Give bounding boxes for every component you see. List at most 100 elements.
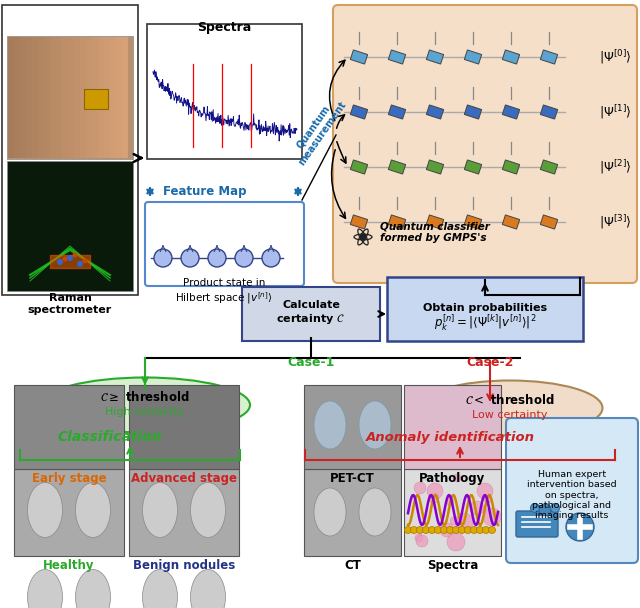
- FancyBboxPatch shape: [68, 37, 74, 158]
- Circle shape: [484, 495, 492, 503]
- Polygon shape: [388, 215, 406, 229]
- FancyBboxPatch shape: [14, 37, 20, 158]
- Circle shape: [57, 259, 63, 265]
- Polygon shape: [540, 160, 557, 174]
- Ellipse shape: [417, 381, 602, 435]
- Text: $|\Psi^{[2]}\rangle$: $|\Psi^{[2]}\rangle$: [599, 158, 632, 176]
- Polygon shape: [350, 105, 367, 119]
- Text: CT: CT: [344, 559, 361, 572]
- Text: Human expert
intervention based
on spectra,
pathological and
imaging results: Human expert intervention based on spect…: [527, 470, 617, 520]
- Text: Quantum
measurement: Quantum measurement: [287, 93, 349, 167]
- FancyBboxPatch shape: [7, 161, 133, 291]
- Text: $|\Psi^{[3]}\rangle$: $|\Psi^{[3]}\rangle$: [599, 213, 632, 231]
- FancyBboxPatch shape: [80, 37, 86, 158]
- FancyBboxPatch shape: [14, 469, 124, 556]
- Polygon shape: [540, 105, 557, 119]
- FancyBboxPatch shape: [387, 277, 583, 341]
- Text: Low certainty: Low certainty: [472, 410, 548, 420]
- Circle shape: [452, 527, 460, 533]
- Text: Raman
spectrometer: Raman spectrometer: [28, 293, 112, 314]
- Polygon shape: [465, 215, 482, 229]
- FancyBboxPatch shape: [122, 37, 128, 158]
- Polygon shape: [350, 50, 367, 64]
- Circle shape: [154, 249, 172, 267]
- Polygon shape: [502, 50, 520, 64]
- Polygon shape: [502, 215, 520, 229]
- FancyBboxPatch shape: [304, 385, 401, 469]
- Circle shape: [470, 527, 477, 533]
- Text: Case-2: Case-2: [467, 356, 514, 368]
- Circle shape: [429, 493, 439, 503]
- Text: Quantum classifier
formed by GMPS's: Quantum classifier formed by GMPS's: [380, 221, 490, 243]
- Circle shape: [415, 534, 423, 542]
- Text: Calculate
certainty $\mathcal{C}$: Calculate certainty $\mathcal{C}$: [276, 300, 346, 326]
- Polygon shape: [465, 105, 482, 119]
- Text: Classification: Classification: [58, 430, 163, 444]
- FancyBboxPatch shape: [516, 511, 558, 537]
- FancyBboxPatch shape: [38, 37, 44, 158]
- FancyBboxPatch shape: [129, 469, 239, 556]
- Circle shape: [360, 234, 366, 240]
- FancyBboxPatch shape: [104, 37, 110, 158]
- Text: Product state in
Hilbert space $|v^{[n]}\rangle$: Product state in Hilbert space $|v^{[n]}…: [175, 278, 273, 306]
- FancyBboxPatch shape: [506, 418, 638, 563]
- FancyBboxPatch shape: [74, 37, 80, 158]
- Circle shape: [235, 249, 253, 267]
- Circle shape: [447, 533, 465, 551]
- Polygon shape: [502, 105, 520, 119]
- Polygon shape: [465, 160, 482, 174]
- FancyBboxPatch shape: [110, 37, 116, 158]
- Circle shape: [455, 513, 473, 531]
- Text: Advanced stage: Advanced stage: [131, 472, 237, 485]
- FancyBboxPatch shape: [14, 385, 124, 469]
- Polygon shape: [426, 215, 444, 229]
- Circle shape: [416, 535, 428, 547]
- Ellipse shape: [143, 570, 177, 608]
- Polygon shape: [350, 160, 367, 174]
- Circle shape: [465, 527, 472, 533]
- Circle shape: [470, 501, 484, 515]
- FancyBboxPatch shape: [404, 469, 501, 556]
- Polygon shape: [426, 160, 444, 174]
- Ellipse shape: [314, 488, 346, 536]
- Circle shape: [67, 255, 73, 261]
- FancyBboxPatch shape: [98, 37, 104, 158]
- Circle shape: [414, 482, 426, 494]
- Circle shape: [429, 527, 435, 533]
- Ellipse shape: [76, 483, 111, 537]
- Circle shape: [435, 527, 442, 533]
- FancyBboxPatch shape: [116, 37, 122, 158]
- Circle shape: [447, 527, 454, 533]
- FancyBboxPatch shape: [2, 5, 138, 295]
- FancyBboxPatch shape: [26, 37, 32, 158]
- Circle shape: [427, 483, 443, 499]
- Circle shape: [483, 508, 501, 526]
- Circle shape: [417, 527, 424, 533]
- Ellipse shape: [40, 378, 250, 432]
- Circle shape: [458, 527, 465, 533]
- Text: Spectra: Spectra: [427, 559, 478, 572]
- Text: PET-CT: PET-CT: [330, 472, 375, 485]
- FancyBboxPatch shape: [7, 36, 133, 159]
- Circle shape: [440, 523, 454, 537]
- Text: Feature Map: Feature Map: [163, 184, 246, 198]
- FancyBboxPatch shape: [129, 385, 239, 469]
- Circle shape: [440, 527, 447, 533]
- Text: $|\Psi^{[0]}\rangle$: $|\Psi^{[0]}\rangle$: [599, 48, 632, 66]
- FancyBboxPatch shape: [84, 89, 108, 109]
- Text: $p_k^{[n]} = |\langle\Psi^{[k]}|v^{[n]}\rangle|^2$: $p_k^{[n]} = |\langle\Psi^{[k]}|v^{[n]}\…: [434, 313, 536, 333]
- Polygon shape: [426, 105, 444, 119]
- Circle shape: [83, 258, 88, 263]
- Circle shape: [531, 503, 540, 513]
- FancyBboxPatch shape: [147, 24, 302, 159]
- FancyBboxPatch shape: [32, 37, 38, 158]
- Text: Early stage: Early stage: [32, 472, 106, 485]
- FancyBboxPatch shape: [20, 37, 26, 158]
- FancyBboxPatch shape: [92, 37, 98, 158]
- Ellipse shape: [28, 483, 63, 537]
- FancyBboxPatch shape: [8, 37, 14, 158]
- FancyBboxPatch shape: [333, 5, 637, 283]
- Polygon shape: [540, 50, 557, 64]
- Text: Case-1: Case-1: [287, 356, 335, 368]
- Polygon shape: [388, 105, 406, 119]
